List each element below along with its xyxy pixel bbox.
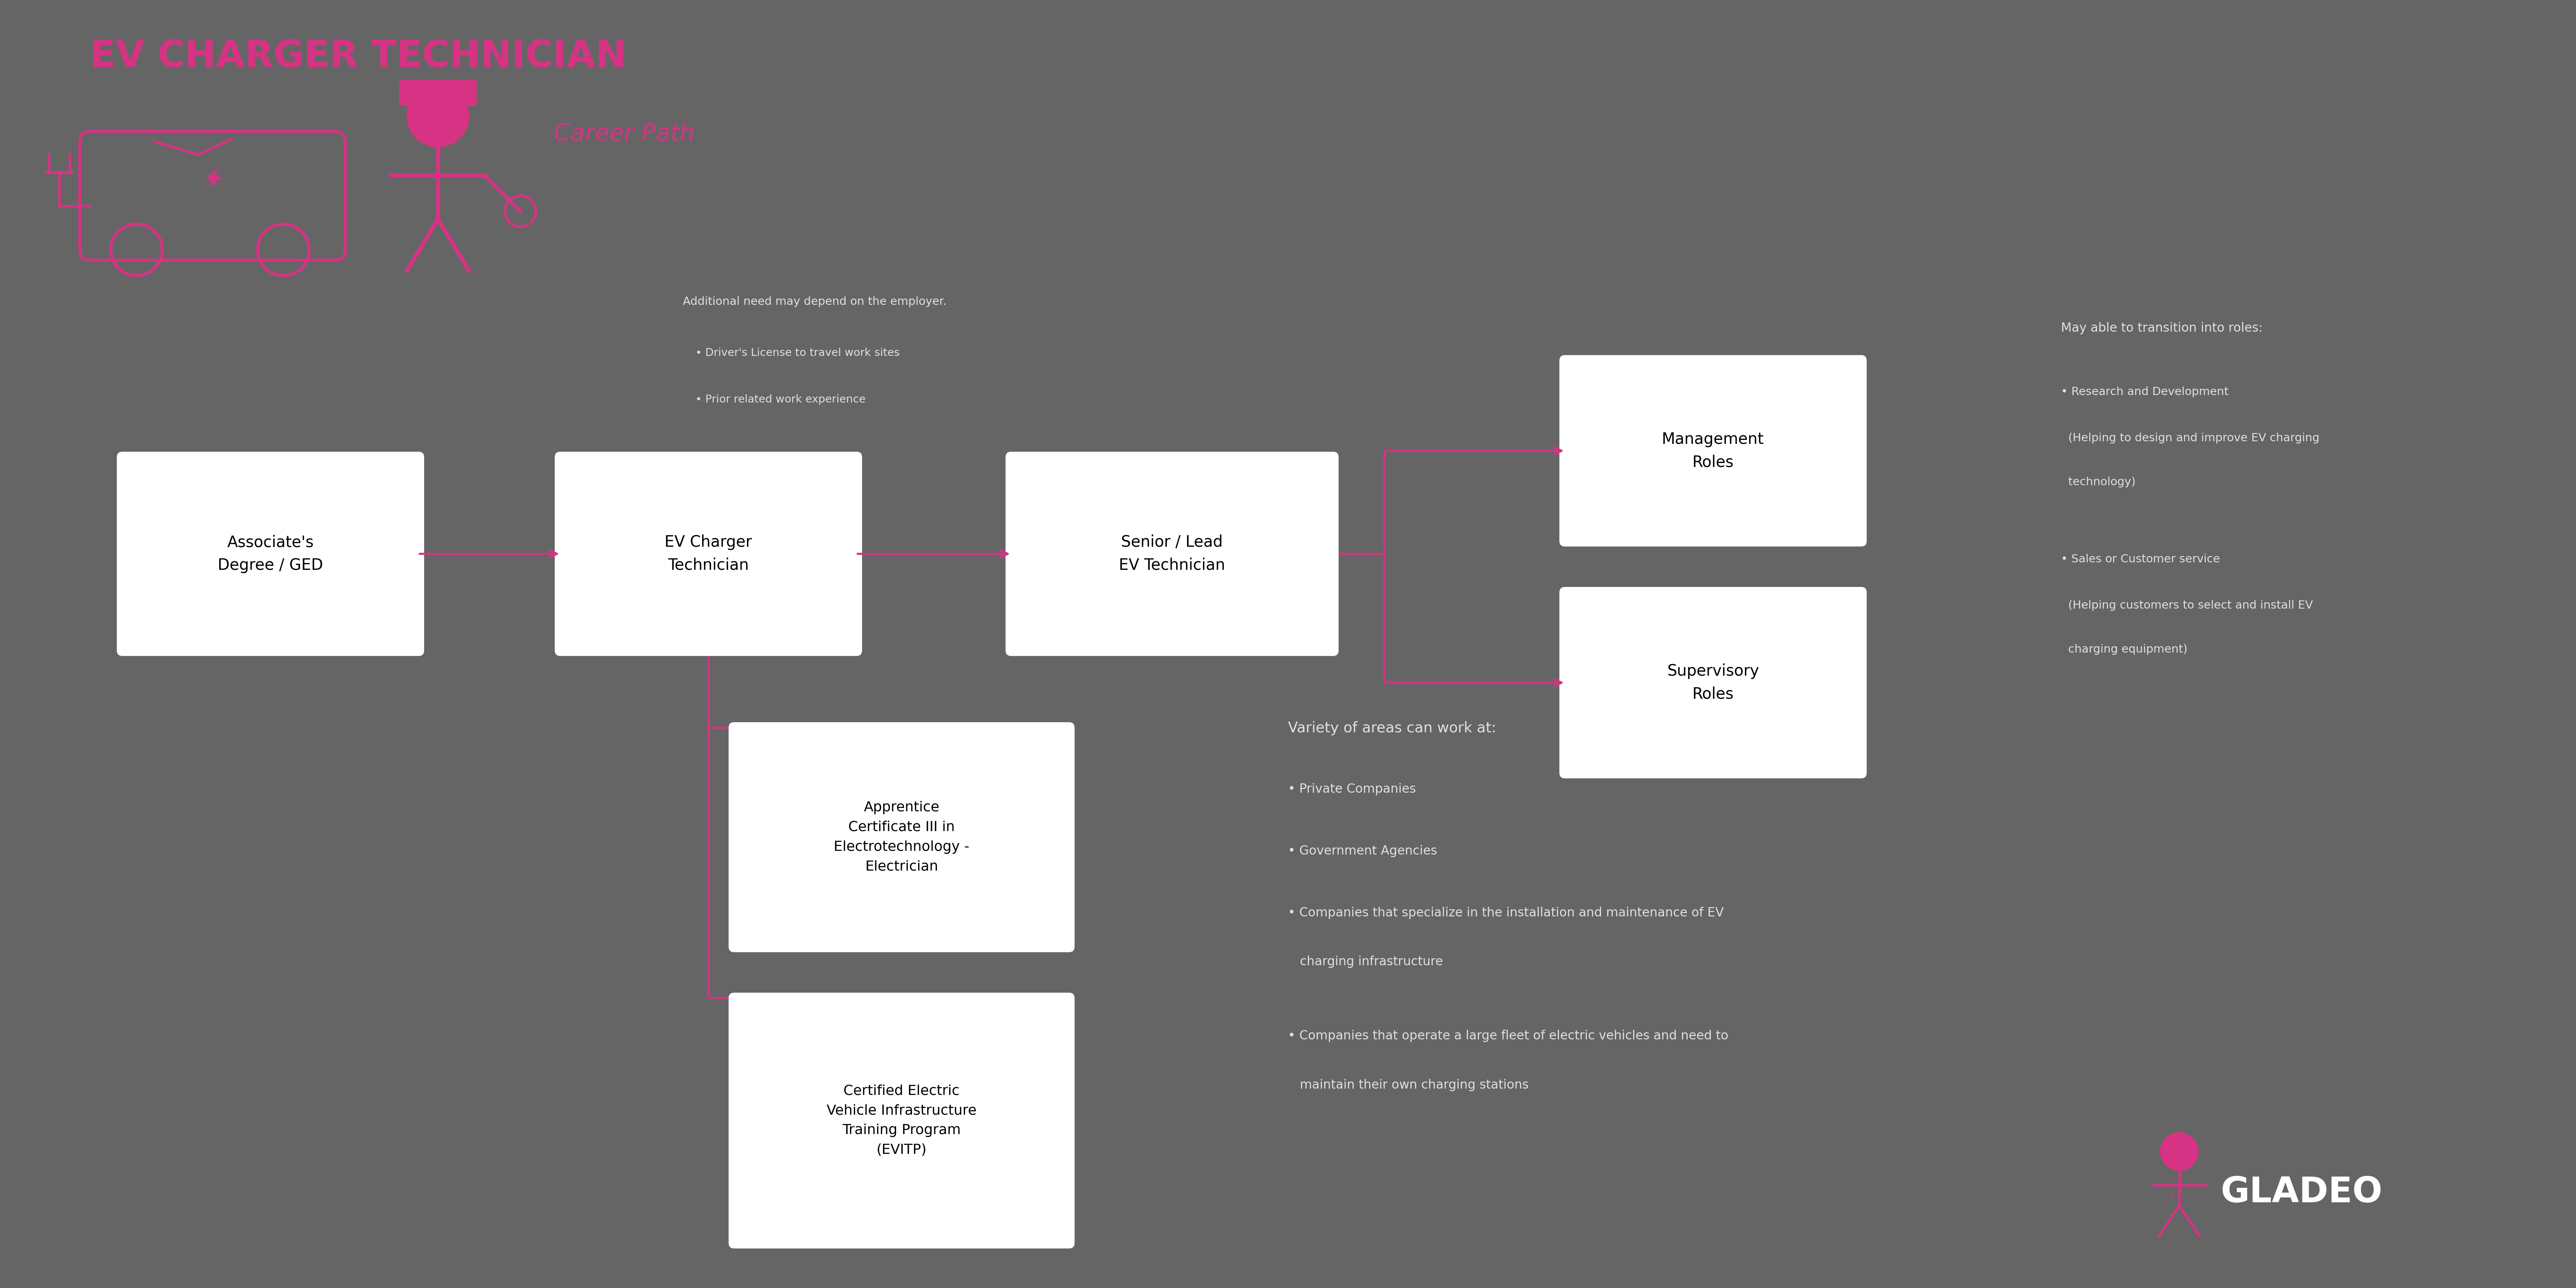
Text: • Prior related work experience: • Prior related work experience [696,394,866,404]
FancyBboxPatch shape [399,80,477,106]
Text: Variety of areas can work at:: Variety of areas can work at: [1288,721,1497,735]
Text: EV Charger
Technician: EV Charger Technician [665,535,752,573]
Text: ✦: ✦ [2169,1191,2174,1199]
Text: May able to transition into roles:: May able to transition into roles: [2061,322,2262,335]
FancyBboxPatch shape [1561,355,1865,546]
Text: charging infrastructure: charging infrastructure [1288,956,1443,969]
Text: Career Path: Career Path [554,122,696,146]
FancyBboxPatch shape [556,452,860,656]
Text: • Companies that operate a large fleet of electric vehicles and need to: • Companies that operate a large fleet o… [1288,1030,1728,1042]
Text: GLADEO: GLADEO [2221,1176,2383,1209]
Text: Additional need may depend on the employer.: Additional need may depend on the employ… [683,296,945,307]
Text: maintain their own charging stations: maintain their own charging stations [1288,1079,1528,1091]
FancyBboxPatch shape [1005,452,1340,656]
Text: • Sales or Customer service: • Sales or Customer service [2061,554,2221,564]
FancyBboxPatch shape [1561,587,1865,778]
FancyBboxPatch shape [729,723,1074,952]
Text: Senior / Lead
EV Technician: Senior / Lead EV Technician [1118,535,1226,573]
Text: • Companies that specialize in the installation and maintenance of EV: • Companies that specialize in the insta… [1288,907,1723,920]
Text: ⚡: ⚡ [204,166,224,194]
Text: ✦: ✦ [204,167,224,193]
Circle shape [2159,1132,2197,1171]
Text: • Private Companies: • Private Companies [1288,783,1417,796]
Text: • Driver's License to travel work sites: • Driver's License to travel work sites [696,348,899,358]
Text: Supervisory
Roles: Supervisory Roles [1667,663,1759,702]
Text: • Research and Development: • Research and Development [2061,386,2228,397]
Text: technology): technology) [2061,477,2136,487]
FancyBboxPatch shape [116,452,422,656]
Text: EV CHARGER TECHNICIAN: EV CHARGER TECHNICIAN [90,39,626,75]
Text: charging equipment): charging equipment) [2061,644,2187,654]
Text: Associate's
Degree / GED: Associate's Degree / GED [219,535,322,573]
FancyBboxPatch shape [729,993,1074,1248]
Text: Certified Electric
Vehicle Infrastructure
Training Program
(EVITP): Certified Electric Vehicle Infrastructur… [827,1084,976,1157]
Text: (Helping to design and improve EV charging: (Helping to design and improve EV chargi… [2061,433,2318,443]
Text: Apprentice
Certificate III in
Electrotechnology -
Electrician: Apprentice Certificate III in Electrotec… [835,801,969,873]
Text: • Government Agencies: • Government Agencies [1288,845,1437,858]
Text: Management
Roles: Management Roles [1662,431,1765,470]
Text: (Helping customers to select and install EV: (Helping customers to select and install… [2061,600,2313,611]
Circle shape [407,85,469,147]
